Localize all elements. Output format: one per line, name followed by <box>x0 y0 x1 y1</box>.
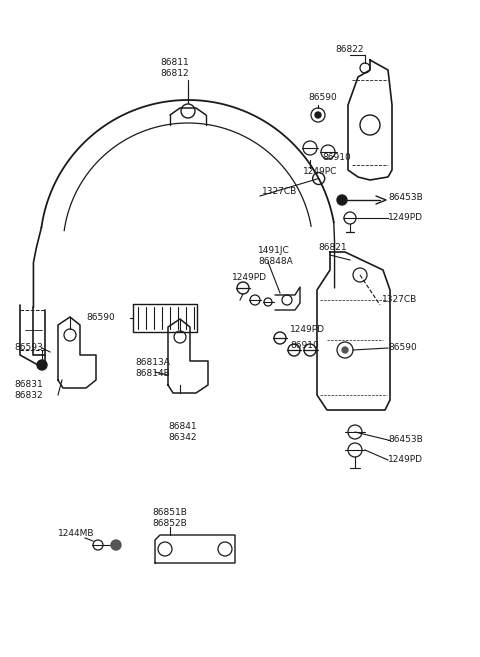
Text: 86910: 86910 <box>290 340 319 350</box>
Text: 1491JC
86848A: 1491JC 86848A <box>258 246 293 265</box>
Text: 86811
86812: 86811 86812 <box>161 58 190 78</box>
Text: 86841
86342: 86841 86342 <box>168 422 197 442</box>
Text: 1249PD: 1249PD <box>388 455 423 464</box>
Text: 1249PC: 1249PC <box>303 168 337 177</box>
Text: 86590: 86590 <box>86 313 115 323</box>
Text: 1249PD: 1249PD <box>290 325 325 334</box>
Text: 86593: 86593 <box>14 344 43 353</box>
Circle shape <box>111 540 121 550</box>
Text: 86910: 86910 <box>322 154 351 162</box>
Text: 86851B
86852B: 86851B 86852B <box>153 509 187 528</box>
Text: 86590: 86590 <box>308 93 337 102</box>
Circle shape <box>342 347 348 353</box>
Circle shape <box>315 112 321 118</box>
Text: 1249PD: 1249PD <box>232 273 267 283</box>
Text: 86831
86832: 86831 86832 <box>14 380 43 399</box>
Circle shape <box>37 360 47 370</box>
Text: 1244MB: 1244MB <box>58 528 95 537</box>
Text: 86453B: 86453B <box>388 194 423 202</box>
Text: 86590: 86590 <box>388 344 417 353</box>
Text: 86821: 86821 <box>318 244 347 252</box>
Text: 86813A
86814B: 86813A 86814B <box>135 358 170 378</box>
Text: 86453B: 86453B <box>388 436 423 445</box>
Text: 1327CB: 1327CB <box>262 187 297 196</box>
Text: 1249PD: 1249PD <box>388 214 423 223</box>
Circle shape <box>337 195 347 205</box>
Text: 86822: 86822 <box>336 45 364 55</box>
Text: 1327CB: 1327CB <box>382 296 417 304</box>
